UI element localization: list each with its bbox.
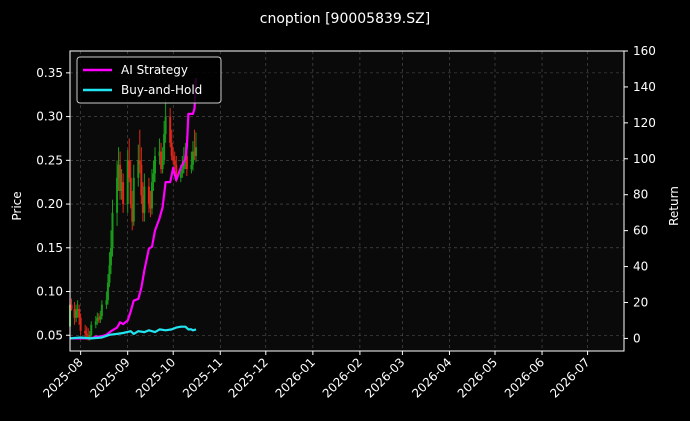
candle-body: [170, 142, 173, 156]
legend-label-buy-and-hold: Buy-and-Hold: [121, 83, 202, 97]
candle-body: [131, 204, 134, 222]
y-tick-label-right: 120: [633, 116, 656, 130]
candle-body: [153, 155, 156, 174]
candle-body: [169, 116, 172, 143]
candle-body: [97, 317, 100, 320]
candle-body: [164, 116, 167, 135]
candle-body: [191, 151, 194, 165]
candle-body: [99, 316, 102, 320]
candle-body: [87, 335, 90, 338]
y-tick-label-right: 60: [633, 224, 648, 238]
candle-body: [150, 182, 153, 209]
candle-body: [105, 300, 108, 305]
chart-title: cnoption [90005839.SZ]: [260, 11, 430, 27]
candle-body: [132, 177, 135, 222]
candle-body: [163, 134, 166, 161]
legend: AI Strategy Buy-and-Hold: [76, 56, 222, 104]
y-tick-label-right: 80: [633, 188, 648, 202]
candle-body: [160, 151, 163, 170]
candle-body: [194, 147, 197, 156]
y-tick-label-right: 100: [633, 152, 656, 166]
candle-body: [137, 160, 140, 178]
candle-body: [193, 151, 196, 156]
candle-body: [152, 173, 155, 183]
candle-body: [84, 330, 87, 334]
candle-body: [182, 160, 185, 170]
candle-body: [117, 164, 120, 178]
candle-body: [140, 164, 143, 196]
legend-label-ai-strategy: AI Strategy: [121, 63, 188, 77]
candle-body: [179, 173, 182, 178]
candle-body: [94, 321, 97, 325]
candle-body: [96, 317, 99, 322]
candle-body: [70, 304, 73, 310]
candle-body: [100, 304, 103, 317]
candle-body: [116, 177, 119, 213]
y-axis-title-right: Return: [667, 186, 681, 226]
candle-body: [172, 155, 175, 161]
candle-body: [158, 151, 161, 156]
y-tick-label-left: 0.20: [36, 197, 63, 211]
candle-body: [111, 212, 114, 248]
y-tick-label-right: 40: [633, 260, 648, 274]
candle-body: [85, 333, 88, 336]
candle-body: [190, 164, 193, 170]
y-tick-label-right: 140: [633, 80, 656, 94]
candle-body: [90, 324, 93, 336]
y-tick-label-right: 160: [633, 44, 656, 58]
candle-body: [78, 309, 81, 318]
candle-body: [143, 186, 146, 213]
candle-body: [122, 182, 125, 205]
y-tick-label-right: 20: [633, 295, 648, 309]
y-tick-label-left: 0.05: [36, 328, 63, 342]
candle-body: [75, 310, 78, 318]
candle-body: [147, 186, 150, 205]
candle-body: [129, 177, 132, 205]
candle-body: [161, 160, 164, 170]
candle-body: [138, 160, 141, 165]
candle-body: [181, 169, 184, 174]
candle-body: [141, 195, 144, 213]
y-tick-label-left: 0.25: [36, 153, 63, 167]
y-tick-label-left: 0.15: [36, 241, 63, 255]
series-line-buy-and-hold: [69, 325, 197, 340]
y-tick-label-left: 0.10: [36, 285, 63, 299]
series-line-ai-strategy: [70, 77, 198, 340]
candle-body: [175, 164, 178, 178]
candle-body: [185, 155, 188, 170]
y-tick-label-left: 0.30: [36, 110, 63, 124]
legend-box: [76, 56, 222, 104]
y-axis-title-left: Price: [10, 191, 24, 220]
candle-body: [109, 247, 112, 266]
plot-frame: [69, 50, 625, 352]
candle-body: [88, 335, 91, 338]
candle-body: [106, 282, 109, 301]
candle-body: [128, 160, 131, 178]
y-tick-label-left: 0.35: [36, 66, 63, 80]
candle-body: [79, 317, 82, 331]
y-tick-label-right: 0: [633, 331, 641, 345]
candle-body: [76, 309, 79, 311]
candle-body: [108, 265, 111, 283]
candle-body: [119, 164, 122, 191]
candle-body: [126, 160, 129, 205]
candle-body: [120, 182, 123, 191]
candle-body: [149, 204, 152, 209]
candle-body: [173, 160, 176, 165]
candle-body: [73, 309, 76, 318]
